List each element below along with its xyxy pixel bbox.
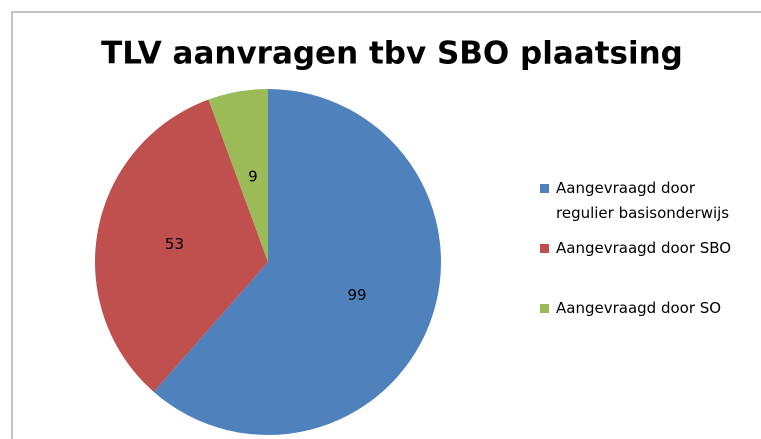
chart-title: TLV aanvragen tbv SBO plaatsing [101,36,683,72]
data-label: 9 [248,167,258,185]
pie-slice [208,89,268,262]
data-label: 99 [347,286,366,304]
legend-swatch [540,304,549,313]
legend-label: Aangevraagd door SBO [556,239,732,257]
legend-swatch [540,184,549,193]
pie-slice [153,89,441,435]
data-label: 53 [165,235,184,253]
legend-swatch [540,244,549,253]
legend-label: Aangevraagd door SO [556,299,722,317]
pie-slice [94,99,268,392]
legend-label: Aangevraagd door regulier basisonderwijs [556,179,730,222]
